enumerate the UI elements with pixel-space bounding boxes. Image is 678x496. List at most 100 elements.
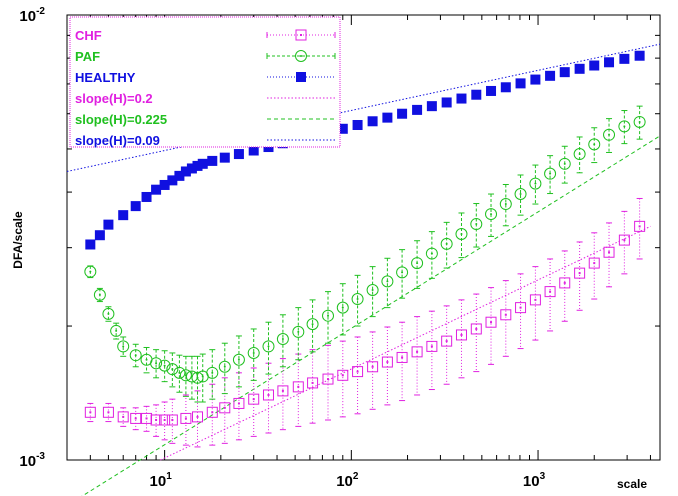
data-point-dot: [122, 345, 125, 348]
legend-marker: [295, 50, 307, 62]
data-point: [103, 219, 114, 230]
data-point-dot: [534, 298, 537, 301]
legend-label: slope(H)=0.09: [75, 133, 160, 148]
data-point-dot: [327, 378, 330, 381]
data-point: [396, 266, 409, 279]
data-point: [455, 329, 467, 341]
series-paf: [84, 105, 646, 403]
data-point: [233, 397, 245, 409]
data-point: [277, 385, 289, 397]
data-point: [276, 333, 289, 346]
data-point: [151, 184, 162, 195]
data-point-dot: [107, 411, 110, 414]
data-point: [102, 406, 114, 418]
data-point: [110, 324, 123, 337]
data-point: [603, 246, 615, 258]
data-point-dot: [608, 251, 611, 254]
data-point-dot: [252, 398, 255, 401]
data-point-dot: [593, 262, 596, 265]
data-point-dot: [638, 225, 641, 228]
data-point: [618, 234, 630, 246]
data-point: [248, 145, 259, 156]
data-point: [84, 406, 96, 418]
data-point: [233, 149, 244, 160]
data-point-dot: [460, 333, 463, 336]
data-point: [219, 152, 230, 163]
data-point: [440, 237, 453, 250]
data-point-dot: [371, 289, 374, 292]
data-point: [588, 138, 601, 151]
data-point: [262, 389, 274, 401]
data-point: [167, 175, 178, 186]
data-point-dot: [297, 385, 300, 388]
data-point-dot: [163, 364, 166, 367]
data-point-dot: [89, 411, 92, 414]
data-point-dot: [211, 411, 214, 414]
data-point: [425, 247, 438, 260]
data-point-dot: [401, 271, 404, 274]
data-point: [367, 361, 379, 373]
data-point: [174, 170, 185, 181]
data-point-dot: [281, 389, 284, 392]
data-point-dot: [163, 418, 166, 421]
data-point-dot: [89, 270, 92, 273]
data-point: [485, 208, 498, 221]
data-point-dot: [504, 203, 507, 206]
data-point-dot: [623, 239, 626, 242]
data-point: [604, 57, 615, 68]
data-point-dot: [578, 153, 581, 156]
data-point: [603, 128, 616, 141]
data-point-dot: [134, 354, 137, 357]
data-point: [180, 412, 192, 424]
data-point: [292, 381, 304, 393]
data-point-dot: [549, 290, 552, 293]
data-point-dot: [341, 374, 344, 377]
data-point-dot: [460, 233, 463, 236]
data-point-dot: [237, 358, 240, 361]
data-point-dot: [416, 262, 419, 265]
data-point: [634, 50, 645, 61]
data-point: [500, 309, 512, 321]
data-point: [263, 142, 274, 153]
data-point: [382, 112, 393, 123]
data-point-dot: [267, 393, 270, 396]
data-point-dot: [311, 323, 314, 326]
y-tick-label: 10-2: [19, 6, 45, 25]
data-point: [544, 167, 557, 180]
data-point: [322, 309, 335, 322]
data-point-dot: [371, 365, 374, 368]
data-point-dot: [341, 306, 344, 309]
data-point: [515, 78, 526, 89]
data-point-dot: [281, 338, 284, 341]
data-point: [102, 307, 115, 320]
plot-frame: [66, 14, 661, 461]
data-point: [426, 101, 437, 112]
data-point: [117, 411, 129, 423]
data-point: [455, 228, 468, 241]
fit-lines: [66, 43, 661, 496]
data-point: [352, 366, 364, 378]
data-point-dot: [311, 381, 314, 384]
data-point: [186, 163, 197, 174]
data-point-dot: [237, 402, 240, 405]
data-point: [633, 115, 646, 128]
legend-label: PAF: [75, 49, 100, 64]
data-point: [130, 412, 142, 424]
data-point: [396, 351, 408, 363]
data-point-dot: [386, 361, 389, 364]
data-point: [118, 210, 129, 221]
data-point: [84, 265, 97, 278]
data-point-dot: [211, 371, 214, 374]
data-point-dot: [623, 125, 626, 128]
data-point: [159, 414, 171, 426]
data-point: [166, 363, 179, 376]
data-point: [292, 325, 305, 338]
legend-marker: [295, 29, 307, 41]
data-point: [232, 353, 245, 366]
data-point: [426, 340, 438, 352]
data-point: [574, 63, 585, 74]
data-point-dot: [356, 370, 359, 373]
data-point: [574, 267, 586, 279]
data-point: [150, 357, 163, 370]
